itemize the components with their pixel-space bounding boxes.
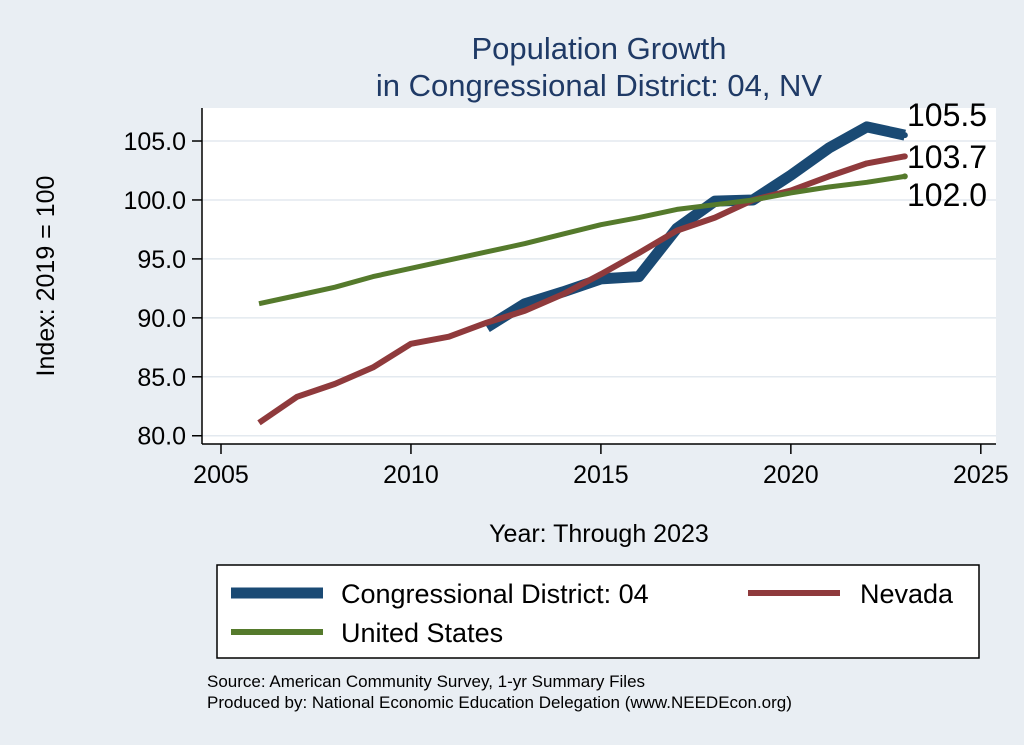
chart-subtitle: in Congressional District: 04, NV	[376, 68, 823, 103]
end-value-label: 103.7	[907, 139, 987, 175]
y-tick-label: 105.0	[123, 128, 186, 156]
y-tick-label: 85.0	[137, 364, 186, 392]
series-end-point	[901, 173, 908, 180]
legend-box	[216, 564, 980, 659]
producer-note: Produced by: National Economic Education…	[207, 693, 792, 712]
x-tick-label: 2015	[573, 461, 629, 489]
y-tick-label: 95.0	[137, 246, 186, 274]
legend-label-nevada: Nevada	[860, 579, 954, 609]
x-axis-label: Year: Through 2023	[489, 520, 709, 548]
series-line-united-states	[258, 173, 906, 307]
source-note: Source: American Community Survey, 1-yr …	[207, 672, 645, 691]
axes: 80.0 85.0 90.0 95.0 100.0 105.0 2005 2010 2015 20…	[123, 108, 1009, 489]
series-end-point	[901, 132, 908, 139]
y-tick-label: 90.0	[137, 305, 186, 333]
legend: Congressional District: 04 Nevada United…	[216, 564, 980, 659]
end-value-label: 102.0	[907, 177, 987, 213]
y-tick-label: 100.0	[123, 187, 186, 215]
series-end-point	[901, 153, 908, 160]
y-tick-label: 80.0	[137, 423, 186, 451]
legend-label-united-states: United States	[341, 618, 503, 648]
legend-label-district: Congressional District: 04	[341, 579, 649, 609]
chart-title: Population Growth	[471, 31, 726, 66]
series-lines	[257, 121, 908, 426]
x-tick-label: 2010	[383, 461, 439, 489]
end-value-label: 105.5	[907, 97, 987, 133]
y-axis-label: Index: 2019 = 100	[32, 176, 60, 377]
x-tick-label: 2005	[193, 461, 249, 489]
series-line-nevada	[257, 153, 906, 426]
x-tick-label: 2020	[763, 461, 819, 489]
gridlines	[202, 140, 996, 437]
x-tick-label: 2025	[953, 461, 1009, 489]
